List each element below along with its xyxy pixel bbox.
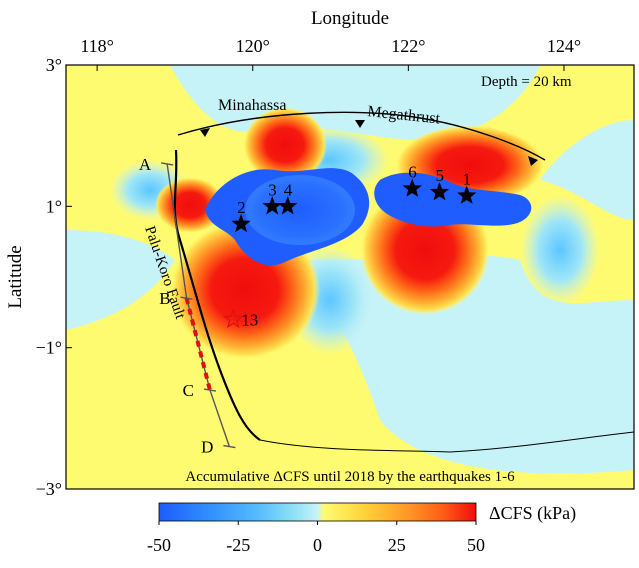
lon-tick-label: 122°	[391, 36, 425, 56]
profile-end-tick	[180, 296, 193, 300]
negative-halo-3	[520, 195, 600, 305]
latitude-ticks: 3° 1° −1° −3°	[36, 55, 72, 499]
x-axis-title: Longitude	[311, 8, 389, 29]
colorbar-tick-label: 0	[313, 535, 322, 555]
colorbar-title: ΔCFS (kPa)	[489, 503, 576, 524]
profile-point-label: D	[201, 438, 213, 457]
colorbar-tick-label: 25	[388, 535, 406, 555]
profile-segment	[209, 389, 231, 447]
negative-lobe-south	[300, 255, 634, 474]
earthquake-label: 1	[463, 170, 472, 189]
positive-lobe-far-west	[155, 177, 225, 233]
profile-a-d: A B C D	[139, 155, 236, 457]
profile-end-tick	[223, 444, 236, 449]
profile-end-tick	[203, 388, 217, 392]
depth-label: Depth = 20 km	[481, 74, 572, 90]
profile-point-label: C	[183, 381, 194, 400]
earthquake-label: 4	[284, 180, 293, 199]
profile-segment	[166, 163, 188, 299]
earthquake-star	[429, 182, 450, 201]
southern-coastline	[259, 431, 635, 453]
profile-point-label: B	[159, 289, 170, 308]
lat-tick-label: 1°	[46, 196, 62, 216]
profile-point-label: A	[139, 155, 152, 174]
earthquake-star	[402, 178, 422, 197]
lon-tick-label: 118°	[80, 36, 114, 56]
lat-tick-label: −1°	[36, 338, 62, 358]
earthquake-star	[457, 185, 477, 204]
earthquake-label: 2	[237, 198, 246, 217]
colorbar-tick-label: -25	[226, 535, 250, 555]
earthquake-label: 6	[408, 163, 417, 182]
colorbar-ticks: -50 -25 0 25 50	[147, 521, 485, 555]
negative-lobe-east	[540, 120, 634, 220]
strong-negative-core	[245, 175, 355, 245]
megathrust-triangle	[528, 156, 538, 166]
earthquake-label: 13	[241, 310, 258, 329]
rupture-segment	[184, 297, 212, 391]
positive-lobe-north-west	[243, 107, 327, 183]
lat-tick-label: −3°	[36, 479, 62, 499]
negative-lobe-west	[66, 230, 175, 330]
map-frame	[65, 64, 635, 490]
stress-field	[66, 65, 634, 489]
megathrust-triangle	[200, 128, 210, 137]
earthquake-star	[278, 196, 298, 215]
profile-end-tick	[161, 162, 174, 166]
palu-koro-fault-trace	[173, 149, 261, 441]
longitude-ticks: 118° 120° 122° 124°	[80, 36, 581, 71]
colorbar-tick-label: 50	[467, 535, 485, 555]
lon-tick-label: 120°	[236, 36, 270, 56]
colorbar	[158, 502, 477, 522]
megathrust-trace	[177, 111, 546, 161]
lon-tick-label: 124°	[547, 36, 581, 56]
y-axis-title: Latitude	[5, 245, 26, 308]
minahassa-label: Minahassa	[218, 97, 286, 114]
earthquake-star	[231, 213, 251, 233]
caption: Accumulative ΔCFS until 2018 by the eart…	[185, 469, 515, 485]
earthquake-label: 5	[435, 166, 444, 185]
lat-tick-label: 3°	[46, 55, 62, 75]
megathrust-triangle	[355, 120, 365, 128]
earthquake-star	[222, 308, 244, 329]
colorbar-tick-label: -50	[147, 535, 171, 555]
earthquake-label: 3	[268, 180, 277, 199]
